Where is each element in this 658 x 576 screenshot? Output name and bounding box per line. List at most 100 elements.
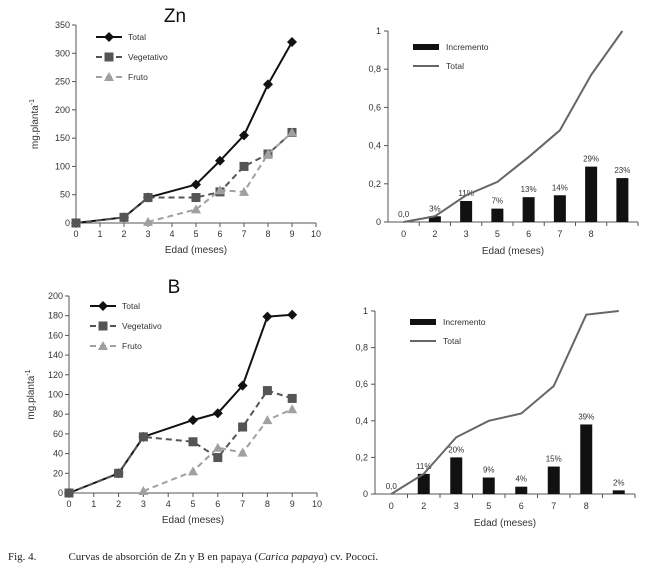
legend-marker	[104, 32, 114, 42]
bar	[553, 195, 566, 222]
x-tick-label: 6	[215, 499, 220, 509]
y-tick-label: 140	[48, 350, 63, 360]
x-tick-label: 7	[551, 501, 556, 511]
x-tick-label: 7	[557, 229, 562, 239]
x-tick-label: 5	[486, 501, 491, 511]
y-tick-label: 100	[48, 390, 63, 400]
legend-label: Incremento	[446, 42, 489, 52]
bar-chart-2: 0 0,2 0,4 0,6 0,8 1 0 2 3 5 6 7 8 Edad (meses) 0,0 3% 11…	[368, 26, 639, 257]
x-tick-label: 10	[312, 499, 322, 509]
x-tick-label: 8	[589, 229, 594, 239]
series-total: Total	[403, 30, 624, 223]
x-tick-label: 7	[241, 229, 246, 239]
caption-text-before: Curvas de absorción de Zn y B en papaya …	[68, 551, 259, 563]
y-tick-label: 0	[65, 218, 70, 228]
x-tick-label: 2	[421, 501, 426, 511]
legend-marker	[104, 72, 114, 81]
bar	[482, 477, 495, 494]
x-tick-label: 3	[454, 501, 459, 511]
x-tick-label: 5	[193, 229, 198, 239]
x-tick-label: 10	[311, 229, 321, 239]
bar	[522, 197, 535, 222]
x-axis-title: Edad (meses)	[162, 515, 224, 526]
data-point	[212, 408, 223, 419]
x-axis-title: Edad (meses)	[474, 518, 536, 529]
x-axis-title: Edad (meses)	[482, 246, 544, 257]
chart-title: B	[168, 277, 181, 298]
bar-data-label: 20%	[448, 445, 464, 454]
data-point	[191, 204, 201, 214]
data-point	[215, 155, 225, 166]
x-tick-label: 0	[73, 229, 78, 239]
y-tick-label: 0,4	[368, 141, 381, 151]
y-tick-label: 20	[53, 468, 63, 478]
y-tick-label: 0	[58, 488, 63, 498]
bar-data-label: 11%	[458, 189, 473, 198]
y-tick-label: 180	[48, 311, 63, 321]
y-tick-label: 40	[53, 449, 63, 459]
x-tick-label: 0	[66, 499, 71, 509]
bar	[616, 178, 629, 222]
bar-data-label: 23%	[614, 166, 630, 175]
x-axis-title: Edad (meses)	[165, 245, 227, 256]
data-point	[71, 218, 81, 228]
bar	[612, 490, 625, 494]
y-tick-label: 80	[53, 409, 63, 419]
x-tick-label: 1	[91, 499, 96, 509]
data-point	[263, 79, 273, 90]
y-tick-label: 200	[55, 105, 70, 115]
data-point	[263, 148, 273, 158]
legend-swatch	[413, 44, 439, 50]
y-tick-label: 100	[55, 161, 70, 171]
y-tick-label: 350	[55, 20, 70, 30]
data-point	[239, 161, 249, 171]
data-point	[143, 193, 153, 203]
y-tick-label: 0,8	[368, 64, 381, 74]
bar-data-label: 13%	[521, 185, 537, 194]
y-tick-label: 1	[363, 306, 368, 316]
y-axis-title-exponent: -1	[29, 99, 36, 105]
chart-title: Zn	[164, 6, 186, 27]
series-line	[143, 408, 293, 492]
y-tick-label: 200	[48, 291, 63, 301]
caption-species: Carica papaya	[258, 551, 324, 563]
x-tick-label: 7	[240, 499, 245, 509]
legend-marker	[98, 301, 108, 311]
x-tick-label: 0	[389, 501, 394, 511]
series-total: Total	[390, 310, 619, 495]
data-point	[188, 415, 198, 426]
y-axis-title: mg.planta-1	[25, 369, 37, 419]
line-chart-1: 0 50 100 150 200 250 300 350 0 1 2 3 4 5 6 7 8 9 10 Edad (m…	[29, 6, 321, 256]
y-tick-label: 0	[363, 489, 368, 499]
y-tick-label: 0,6	[355, 379, 368, 389]
series-incremento: 0,0 3% 11% 7% 13% 14% 29% 23% Incremento	[398, 42, 630, 222]
data-point	[212, 442, 223, 452]
caption-text-after: ) cv. Pococí.	[323, 551, 379, 563]
y-tick-label: 0,8	[355, 343, 368, 353]
data-point	[143, 216, 153, 226]
data-point	[188, 466, 198, 476]
x-tick-label: 8	[265, 229, 270, 239]
series-line	[75, 41, 293, 224]
legend-label: Total	[122, 301, 140, 311]
bar	[450, 457, 463, 494]
y-axis-title-base: mg.planta	[26, 375, 37, 419]
x-tick-label: 8	[584, 501, 589, 511]
legend-label: Fruto	[128, 72, 148, 82]
y-tick-label: 1	[376, 26, 381, 36]
bar-data-label: 0,0	[386, 482, 398, 491]
data-point	[262, 311, 273, 322]
bar-data-label: 2%	[613, 478, 625, 487]
bar-data-label: 9%	[483, 466, 495, 475]
bar-data-label: 4%	[515, 475, 527, 484]
bar-data-label: 7%	[492, 197, 504, 206]
y-tick-label: 0,6	[368, 102, 381, 112]
y-tick-label: 150	[55, 133, 70, 143]
legend-label: Vegetativo	[128, 52, 168, 62]
x-tick-label: 6	[519, 501, 524, 511]
data-point	[119, 212, 129, 222]
data-point	[237, 380, 248, 391]
legend-label: Total	[443, 336, 461, 346]
data-point	[239, 130, 249, 141]
